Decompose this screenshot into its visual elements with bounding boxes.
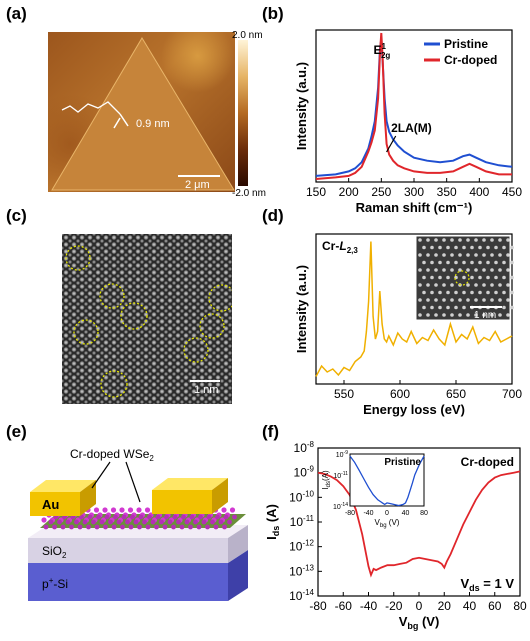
eels-ylabel: Intensity (a.u.) xyxy=(294,265,309,353)
inset-legend-pristine: Pristine xyxy=(384,457,421,468)
au-right-side xyxy=(212,478,228,514)
panel-c-label: (c) xyxy=(6,206,27,225)
au-right-front xyxy=(152,490,212,514)
transfer-xtick-label: -20 xyxy=(385,599,403,613)
transfer-ytick-label: 10-9 xyxy=(294,465,315,480)
inset-ytick-label: 10-9 xyxy=(336,450,348,459)
transfer-xtick-label: 80 xyxy=(513,599,527,613)
transfer-xtick-label: -40 xyxy=(360,599,378,613)
eels-xtick-label: 700 xyxy=(502,387,522,401)
raman-xtick-label: 250 xyxy=(371,185,391,199)
au-left-top xyxy=(30,480,96,492)
eels-xtick-label: 650 xyxy=(446,387,466,401)
transfer-ylabel: Ids (A) xyxy=(264,504,281,540)
inset-xlabel: Vbg (V) xyxy=(375,518,400,529)
inset-xtick-label: -80 xyxy=(345,510,355,517)
raman-xtick-label: 450 xyxy=(502,185,522,199)
transfer-ytick-label: 10-12 xyxy=(289,539,314,554)
oxide-top xyxy=(28,525,248,538)
transfer-ytick-label: 10-11 xyxy=(290,514,315,529)
raman-xtick-label: 300 xyxy=(404,185,424,199)
raman-legend-label: Cr-doped xyxy=(444,53,497,67)
eels-xtick-label: 600 xyxy=(390,387,410,401)
raman-xtick-label: 150 xyxy=(306,185,326,199)
transfer-ytick-label: 10-13 xyxy=(289,563,314,578)
transfer-ytick-label: 10-10 xyxy=(289,489,314,504)
substrate-side xyxy=(228,550,248,601)
wse2-label: Cr-doped WSe2 xyxy=(70,447,154,463)
raman-legend-label: Pristine xyxy=(444,37,488,51)
panel-a-label: (a) xyxy=(6,4,27,23)
eels-inset-scalebar-label: 1 nm xyxy=(474,310,496,321)
au-right-top xyxy=(152,478,228,490)
transfer-legend-crdoped: Cr-doped xyxy=(461,455,514,469)
inset-xtick-label: 80 xyxy=(420,510,428,517)
inset-ytick-label: 10-11 xyxy=(333,471,348,480)
stem-scalebar-label: 1 nm xyxy=(194,384,219,396)
eels-xlabel: Energy loss (eV) xyxy=(363,402,465,417)
stem-defect-markers xyxy=(65,245,232,398)
panel-b-label: (b) xyxy=(262,4,284,23)
raman-series-pristine xyxy=(315,38,513,177)
raman-chart: 150 200 250 300 350 400 450 Raman shift (cm⁻¹) I… xyxy=(294,29,522,215)
afm-colorbar-bottom: -2.0 nm xyxy=(232,188,266,199)
inset-ytick-label: 10-14 xyxy=(333,502,348,511)
inset-xtick-label: 0 xyxy=(385,510,389,517)
raman-xlabel: Raman shift (cm⁻¹) xyxy=(356,200,473,215)
transfer-chart: -80 -60 -40 -20 0 20 40 60 80 10-14 10-13 10-12 10-1… xyxy=(264,440,527,631)
transfer-xtick-label: 0 xyxy=(416,599,423,613)
substrate-front xyxy=(28,563,228,601)
oxide-label: SiO2 xyxy=(42,544,67,560)
transfer-condition-label: Vds = 1 V xyxy=(460,576,514,593)
eels-inset-scalebar xyxy=(470,306,502,308)
raman-peak-2la-label: 2LA(M) xyxy=(391,121,432,135)
au-left-side xyxy=(80,480,96,516)
eels-inset-defect-marker xyxy=(454,270,470,286)
afm-scalebar-label: 2 μm xyxy=(185,179,210,191)
eels-chart: 550 600 650 700 Energy loss (eV) Intensity (a… xyxy=(294,233,522,417)
au-left-front xyxy=(30,492,80,516)
eels-edge-label: Cr-L2,3 xyxy=(322,239,358,255)
oxide-side xyxy=(228,525,248,563)
inset-xtick-label: 40 xyxy=(402,510,410,517)
afm-triangle xyxy=(51,37,235,191)
stem-image: 1 nm xyxy=(62,234,232,404)
transfer-series-crdoped xyxy=(317,470,521,578)
afm-height-label: 0.9 nm xyxy=(136,118,170,130)
transfer-xtick-label: -80 xyxy=(309,599,327,613)
raman-xtick-label: 400 xyxy=(469,185,489,199)
panel-e-label: (e) xyxy=(6,422,27,441)
panel-d-label: (d) xyxy=(262,206,284,225)
afm-colorbar xyxy=(238,40,248,186)
raman-ylabel: Intensity (a.u.) xyxy=(294,62,309,150)
raman-peak-e2g-label: E1 2g xyxy=(373,42,390,60)
transfer-ytick-label: 10-14 xyxy=(289,588,314,603)
transfer-xtick-label: -60 xyxy=(335,599,353,613)
oxide-front xyxy=(28,538,228,563)
inset-xtick-label: -40 xyxy=(363,510,373,517)
transfer-ytick-label: 10-8 xyxy=(294,440,315,455)
eels-series xyxy=(315,241,513,377)
afm-image: 0.9 nm 2 μm xyxy=(48,32,235,192)
afm-colorbar-top: 2.0 nm xyxy=(232,30,263,41)
au-label: Au xyxy=(42,497,59,512)
transfer-xtick-label: 60 xyxy=(488,599,502,613)
eels-xtick-label: 550 xyxy=(334,387,354,401)
transfer-xtick-label: 20 xyxy=(438,599,452,613)
inset-axes-frame xyxy=(349,453,425,507)
inset-series-pristine xyxy=(349,455,425,507)
device-schematic: Cr-doped WSe2 Au SiO2 p+-Si xyxy=(28,447,248,601)
substrate-label: p+-Si xyxy=(42,576,68,591)
raman-xtick-label: 350 xyxy=(437,185,457,199)
raman-peak-2la-arrow xyxy=(386,135,397,153)
inset-ylabel: Ids(A) xyxy=(321,470,332,490)
transfer-xtick-label: 40 xyxy=(463,599,477,613)
panel-f-label: (f) xyxy=(262,422,279,441)
transfer-xlabel: Vbg (V) xyxy=(399,614,440,631)
raman-xtick-label: 200 xyxy=(339,185,359,199)
